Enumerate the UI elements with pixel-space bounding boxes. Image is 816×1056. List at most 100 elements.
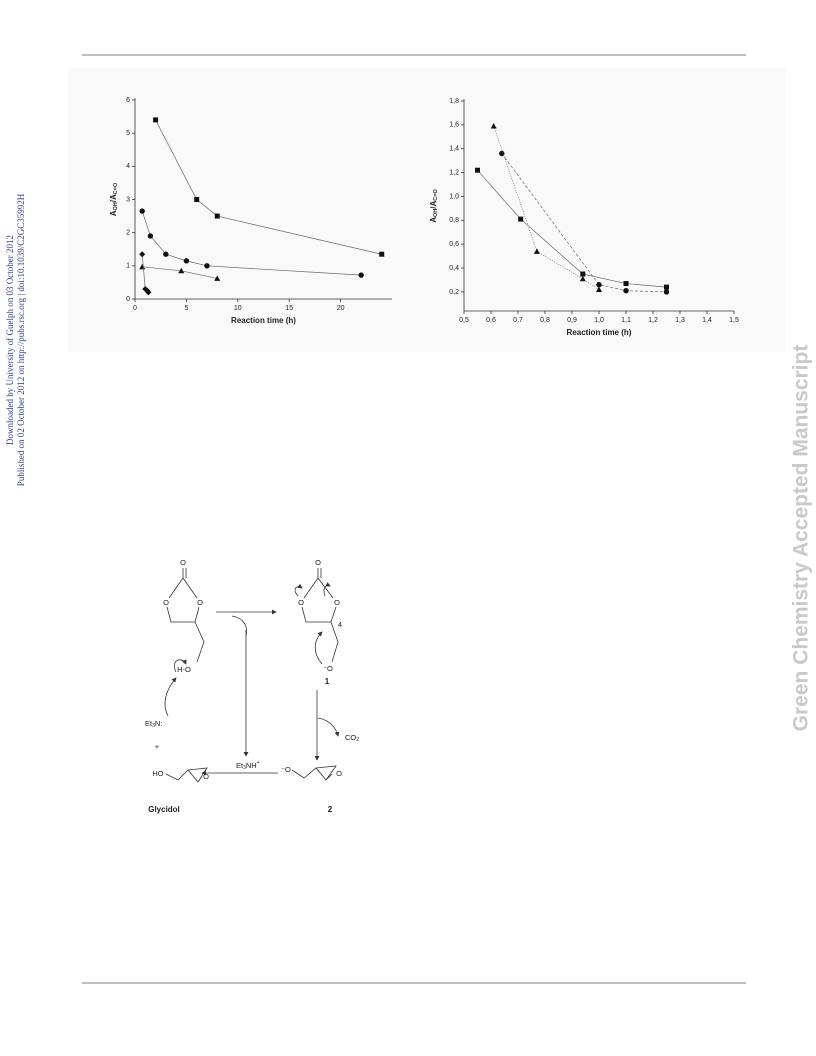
compound-number: 1 (325, 677, 330, 686)
x-tick-label: 0 (133, 305, 137, 312)
reagent: Et3N: (145, 719, 162, 729)
atom-label: ⁻O (281, 765, 291, 774)
point (214, 213, 220, 219)
y-tick-label: 1 (126, 263, 130, 270)
compound-name: Glycidol (148, 805, 180, 814)
y-axis-label-part: A (429, 217, 438, 223)
byproduct-part: CO (345, 733, 356, 742)
x-axis-label: Reaction time (h) (231, 316, 296, 325)
y-tick-label: 0,8 (449, 217, 459, 224)
sidebar-text: Published on 02 October 2012 on http://p… (16, 193, 26, 486)
y-tick-label: 1,8 (449, 98, 459, 105)
point (475, 167, 480, 173)
point (579, 275, 586, 282)
y-axis-label-part: /A (109, 194, 118, 202)
y-tick-label: 4 (126, 163, 130, 170)
x-tick-label: 1,3 (675, 317, 685, 324)
reagent-part: Et (145, 719, 153, 728)
fit-line (493, 125, 600, 290)
y-tick-label: 0,4 (449, 265, 459, 272)
y-tick-label: 1,2 (449, 169, 459, 176)
point (147, 233, 154, 239)
reagent-part: + (257, 760, 260, 766)
reagent-part: Et (236, 761, 244, 770)
point (596, 286, 602, 293)
x-tick-label: 15 (285, 305, 293, 312)
y-tick-label: 0,2 (449, 289, 459, 296)
point (139, 251, 146, 258)
point (163, 251, 169, 257)
x-tick-label: 0,6 (486, 317, 496, 324)
point (358, 272, 364, 278)
y-tick-label: 0,6 (449, 241, 459, 248)
y-axis-label-part: A (109, 210, 118, 216)
byproduct: CO2 (345, 733, 359, 743)
x-tick-label: 1,5 (729, 317, 739, 324)
atom-label: O (180, 558, 186, 567)
compound-number: 2 (328, 805, 333, 814)
x-tick-label: 1,1 (621, 317, 631, 324)
atom-label: O (315, 558, 321, 567)
y-tick-label: 3 (126, 196, 130, 203)
x-tick-label: 0,7 (513, 317, 523, 324)
x-tick-label: 1,4 (702, 317, 712, 324)
y-axis-label-part: C=O (113, 182, 119, 194)
y-tick-label: 1,0 (449, 193, 459, 200)
point (183, 258, 190, 264)
y-tick-label: 1,4 (449, 146, 459, 153)
point (623, 281, 629, 287)
y-tick-label: 5 (126, 130, 130, 137)
point (214, 275, 221, 281)
point (596, 282, 602, 288)
fit-line (155, 119, 382, 255)
y-axis-label: AOH/AC=O (109, 182, 119, 216)
y-tick-label: 6 (126, 97, 130, 104)
x-tick-label: 5 (184, 305, 188, 312)
point (379, 251, 385, 257)
atom-number: 4 (338, 620, 342, 629)
point (194, 197, 200, 202)
y-tick-label: 2 (126, 230, 130, 237)
x-tick-label: 0,5 (459, 317, 469, 324)
reagent-part: N: (155, 719, 163, 728)
point (663, 289, 670, 295)
atom-label: O (197, 598, 203, 607)
fit-line (501, 153, 667, 293)
atom-label: H-O (177, 665, 191, 674)
y-axis-label-part: OH (113, 202, 119, 210)
byproduct-part: 2 (356, 737, 359, 743)
atom-label: O (163, 598, 169, 607)
x-tick-label: 1,0 (594, 317, 604, 324)
sidebar-text: Downloaded by University of Guelph on 03… (5, 235, 15, 445)
point (153, 117, 159, 123)
atom-label: O (203, 772, 209, 781)
point (139, 208, 145, 214)
point (499, 150, 505, 157)
y-axis-label: AOH/AC=O (429, 189, 439, 223)
reaction-scheme: O O O H-O Et3N: + HO O Glycidol Et3NH+ C… (145, 558, 359, 814)
atom-label: O (298, 598, 304, 607)
reagent-part: 3 (243, 765, 246, 771)
x-tick-label: 10 (234, 305, 242, 312)
point (490, 123, 497, 129)
x-tick-label: 1,2 (648, 317, 658, 324)
chart: 0,5 0,6 0,7 0,8 0,9 1,0 1,1 1,2 1,3 1,4 1,5 0,2 0,4 0… (429, 98, 739, 337)
point (518, 216, 524, 222)
x-tick-label: 20 (337, 305, 345, 312)
atom-label: O (336, 769, 342, 778)
y-axis-label-part: C=O (433, 189, 439, 201)
atom-label: O (334, 598, 340, 607)
reagent: Et3NH+ (236, 760, 260, 771)
point (145, 289, 152, 296)
point (664, 284, 669, 290)
point (533, 248, 540, 254)
fit-line (141, 210, 362, 276)
atom-label: HO (152, 769, 163, 778)
figure-background (68, 68, 786, 352)
y-axis-label-part: /A (429, 200, 438, 208)
x-tick-label: 0,9 (567, 317, 577, 324)
point (178, 267, 185, 274)
y-tick-label: 1,6 (449, 122, 459, 129)
